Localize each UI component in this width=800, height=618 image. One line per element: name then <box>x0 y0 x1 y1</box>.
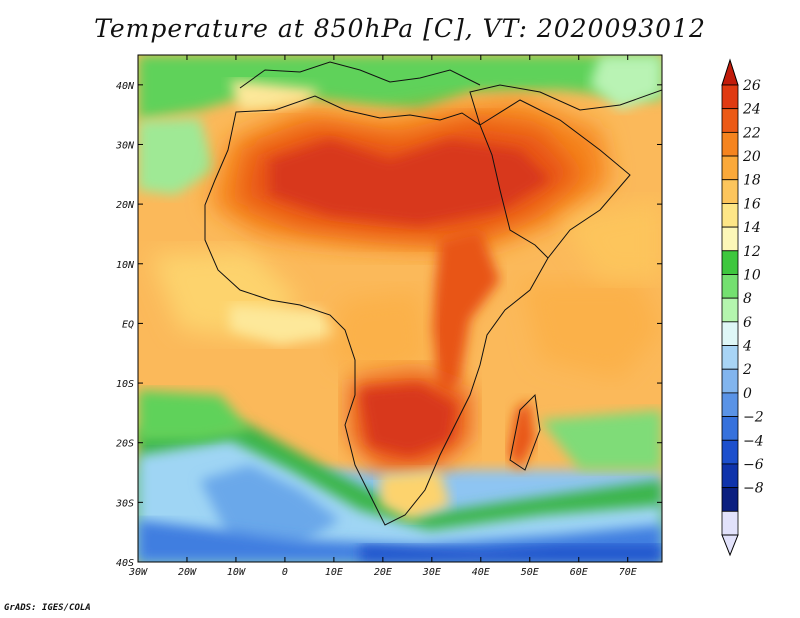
colorbar-segment <box>721 368 739 394</box>
colorbar-label: 0 <box>743 386 752 402</box>
lat-tick-label: 20S <box>116 439 134 450</box>
lat-tick-label: 30S <box>115 498 134 509</box>
lon-tick-label: 60E <box>570 567 588 578</box>
colorbar-segment <box>721 392 739 417</box>
colorbar-segment <box>721 416 739 441</box>
map-frame <box>137 54 663 563</box>
colorbar-segment <box>721 439 739 465</box>
colorbar-label: 4 <box>742 339 752 355</box>
lat-tick-label: EQ <box>122 319 134 330</box>
colorbar-segment <box>721 487 739 512</box>
colorbar-label: 24 <box>742 102 761 118</box>
colorbar-label: 14 <box>743 220 761 236</box>
colorbar-segment <box>721 274 739 299</box>
colorbar-label: 22 <box>742 125 761 141</box>
lon-tick-label: 20E <box>374 567 392 578</box>
longitude-axis: 30W 20W 10W 0 10E 20E 30E 40E 50E 60E 70E <box>128 55 637 578</box>
colorbar-label: −2 <box>743 410 764 426</box>
temperature-field <box>138 55 662 562</box>
colorbar-segment <box>721 203 739 228</box>
lon-tick-label: 0 <box>282 567 288 578</box>
colorbar-label: 12 <box>743 244 761 260</box>
colorbar-segment <box>721 155 739 181</box>
colorbar-label: −8 <box>743 481 764 497</box>
lat-tick-label: 10S <box>116 379 134 390</box>
lon-tick-label: 50E <box>521 567 539 578</box>
lon-tick-label: 10E <box>325 567 343 578</box>
colorbar-label: 18 <box>743 173 761 189</box>
lat-tick-label: 10N <box>116 260 135 271</box>
colorbar-label: 2 <box>742 362 752 378</box>
colorbar-label: 16 <box>743 196 761 212</box>
colorbar-label: −4 <box>743 433 764 449</box>
credit-label: GrADS: IGES/COLA <box>4 603 91 613</box>
colorbar-label: 10 <box>743 267 761 283</box>
colorbar-label: 8 <box>743 291 752 307</box>
lat-tick-label: 30N <box>115 140 135 151</box>
page-title: Temperature at 850hPa [C], VT: 202009301… <box>94 14 706 43</box>
lon-tick-label: 20W <box>178 567 197 578</box>
colorbar-label: 20 <box>742 149 761 165</box>
lat-tick-label: 40N <box>116 81 135 92</box>
lon-tick-label: 30E <box>422 567 441 578</box>
colorbar-bottom-arrow <box>721 534 739 557</box>
colorbar-top-arrow <box>721 58 739 86</box>
colorbar-segment <box>721 463 739 489</box>
coastlines <box>204 61 662 526</box>
colorbar-segment <box>721 250 739 275</box>
colorbar-label: 6 <box>743 315 752 331</box>
colorbar-segment <box>721 84 739 110</box>
colorbar-segment <box>721 510 739 536</box>
lon-tick-label: 40E <box>472 567 490 578</box>
lon-tick-label: 30W <box>128 567 148 578</box>
colorbar-segment <box>721 179 739 204</box>
colorbar-label: 26 <box>742 78 761 94</box>
lon-tick-label: 70E <box>619 567 637 578</box>
latitude-axis: 40N 30N 20N 10N EQ 10S 20S 30S 40S <box>115 81 662 569</box>
map-panel: 40N 30N 20N 10N EQ 10S 20S 30S 40S 30W 20W 10W 0 10E… <box>115 54 764 578</box>
colorbar-segment <box>721 108 739 133</box>
lat-tick-label: 40S <box>116 558 134 569</box>
colorbar-segment <box>721 321 739 346</box>
lat-tick-label: 20N <box>116 200 135 211</box>
colorbar-label: −6 <box>743 457 764 473</box>
colorbar-segment <box>721 226 739 252</box>
colorbar-segment <box>721 345 739 370</box>
colorbar-segment <box>721 131 739 157</box>
colorbar-segment <box>721 297 739 323</box>
lon-tick-label: 10W <box>227 567 246 578</box>
